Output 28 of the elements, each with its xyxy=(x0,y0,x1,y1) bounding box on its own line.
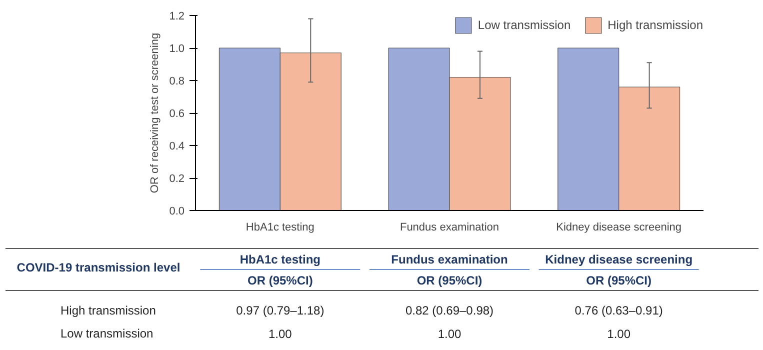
y-tick-label: 1.2 xyxy=(169,10,185,22)
x-tick-label: Fundus examination xyxy=(400,222,500,234)
text: COVID-19 transmission level xyxy=(16,260,180,274)
y-axis-title: OR of receiving test or screening xyxy=(149,32,162,194)
text: High transmission xyxy=(60,304,156,318)
data-label: 0.97 (0.79–1.18) xyxy=(236,304,324,318)
y-tick-label: 0.6 xyxy=(169,108,185,120)
data-label: 1.00 xyxy=(607,327,631,341)
y-tick-label: 0.0 xyxy=(169,206,185,218)
data-label: 0.76 (0.63–0.91) xyxy=(574,304,663,318)
y-tick-label: 0.4 xyxy=(169,140,185,152)
y-tick-label: 1.0 xyxy=(169,43,185,55)
text: OR (95%CI) xyxy=(416,274,482,288)
category-label: HbA1c testing xyxy=(240,252,321,266)
data-label: 1.00 xyxy=(268,327,292,341)
y-tick-label: 0.8 xyxy=(169,76,185,88)
text: OR (95%CI) xyxy=(586,274,652,288)
text: Low transmission xyxy=(60,326,154,340)
x-tick-label: Kidney disease screening xyxy=(556,222,682,234)
data-label: 1.00 xyxy=(438,327,462,341)
text: OR (95%CI) xyxy=(247,274,313,288)
category-label: Fundus examination xyxy=(391,252,508,266)
legend-label: High transmission xyxy=(608,18,703,32)
data-label: 0.82 (0.69–0.98) xyxy=(405,304,494,318)
y-tick-label: 0.2 xyxy=(169,173,185,185)
category-label: Kidney disease screening xyxy=(545,252,693,266)
x-tick-label: HbA1c testing xyxy=(246,222,314,234)
legend-label: Low transmission xyxy=(478,18,571,32)
